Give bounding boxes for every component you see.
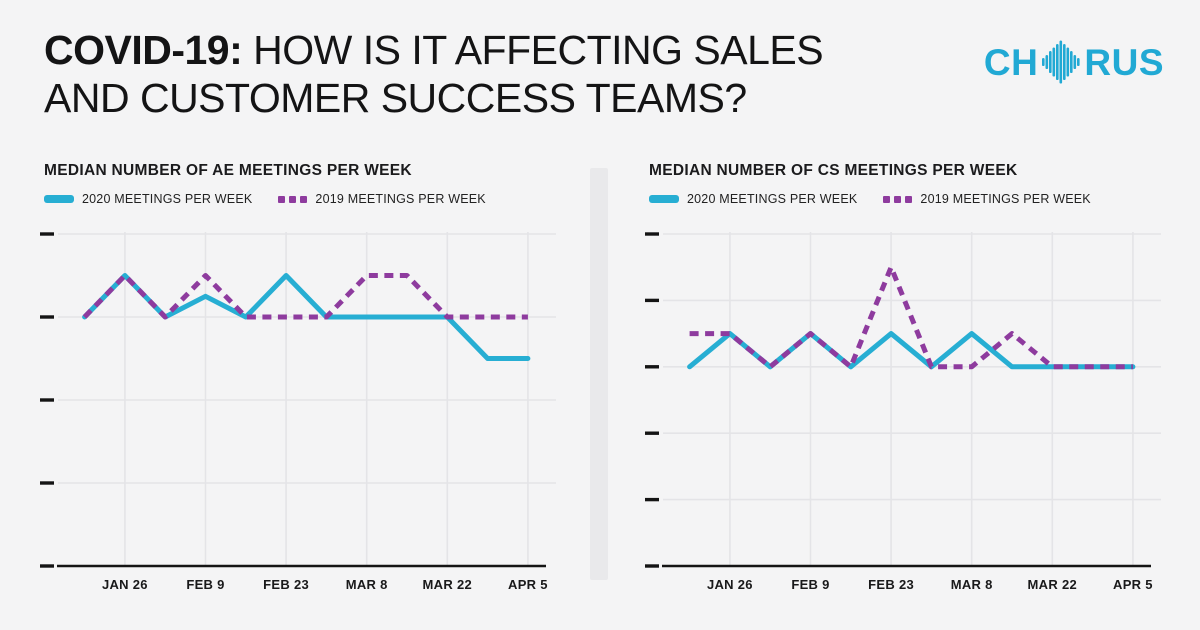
title-line-1: COVID-19: HOW IS IT AFFECTING SALES — [44, 27, 824, 73]
x-tick-label: MAR 8 — [951, 577, 993, 592]
legend-swatch-2020 — [649, 195, 679, 203]
x-tick-label: APR 5 — [508, 577, 548, 592]
legend-swatch-2019 — [883, 195, 913, 203]
legend-label-2019: 2019 MEETINGS PER WEEK — [920, 192, 1091, 206]
chart-legend: 2020 MEETINGS PER WEEK 2019 MEETINGS PER… — [44, 192, 486, 206]
chorus-logo: CH RUS — [984, 40, 1164, 84]
y-tick — [40, 232, 54, 236]
x-tick-label: FEB 9 — [791, 577, 829, 592]
series-line-2019 — [689, 264, 1133, 370]
x-tick-label: APR 5 — [1113, 577, 1153, 592]
logo-text-prefix: CH — [983, 41, 1039, 83]
page-title: COVID-19: HOW IS IT AFFECTING SALES AND … — [44, 26, 824, 122]
y-tick — [40, 398, 54, 402]
x-tick-label: MAR 8 — [346, 577, 388, 592]
title-line-1-rest: HOW IS IT AFFECTING SALES — [242, 27, 824, 73]
cs-meetings-plot: JAN 26 FEB 9 FEB 23 MAR 8 MAR 22 APR 5 — [645, 232, 1161, 592]
x-tick-label: JAN 26 — [707, 577, 753, 592]
y-tick — [645, 431, 659, 435]
cs-meetings-chart-card: MEDIAN NUMBER OF CS MEETINGS PER WEEK 20… — [645, 162, 1165, 624]
logo-text-suffix: RUS — [1084, 41, 1164, 83]
x-tick-label: FEB 9 — [186, 577, 224, 592]
soundwave-icon — [1042, 40, 1080, 84]
y-tick — [645, 564, 659, 568]
x-tick-label: JAN 26 — [102, 577, 148, 592]
y-tick — [40, 481, 54, 485]
legend-swatch-2020 — [44, 195, 74, 203]
legend-label-2020: 2020 MEETINGS PER WEEK — [82, 192, 253, 206]
chart-legend: 2020 MEETINGS PER WEEK 2019 MEETINGS PER… — [649, 192, 1091, 206]
legend-swatch-2019 — [278, 195, 308, 203]
x-tick-label: MAR 22 — [423, 577, 472, 592]
charts-divider — [590, 168, 608, 580]
y-tick — [645, 298, 659, 303]
y-tick — [645, 232, 659, 236]
chart-title: MEDIAN NUMBER OF CS MEETINGS PER WEEK — [649, 162, 1018, 179]
legend-label-2019: 2019 MEETINGS PER WEEK — [315, 192, 486, 206]
y-tick — [40, 315, 54, 319]
x-tick-label: FEB 23 — [263, 577, 309, 592]
x-tick-label: FEB 23 — [868, 577, 914, 592]
chart-title: MEDIAN NUMBER OF AE MEETINGS PER WEEK — [44, 162, 412, 179]
y-tick — [645, 365, 659, 369]
legend-label-2020: 2020 MEETINGS PER WEEK — [687, 192, 858, 206]
series-line-2020 — [687, 331, 1136, 370]
title-emphasis: COVID-19: — [44, 27, 243, 73]
title-line-2: AND CUSTOMER SUCCESS TEAMS? — [44, 75, 747, 121]
ae-meetings-plot: JAN 26 FEB 9 FEB 23 MAR 8 MAR 22 APR 5 — [40, 232, 556, 592]
ae-meetings-chart-card: MEDIAN NUMBER OF AE MEETINGS PER WEEK 20… — [40, 162, 560, 624]
y-tick — [645, 497, 659, 502]
y-tick — [40, 564, 54, 568]
x-tick-label: MAR 22 — [1028, 577, 1077, 592]
series-line-2020 — [82, 273, 531, 361]
